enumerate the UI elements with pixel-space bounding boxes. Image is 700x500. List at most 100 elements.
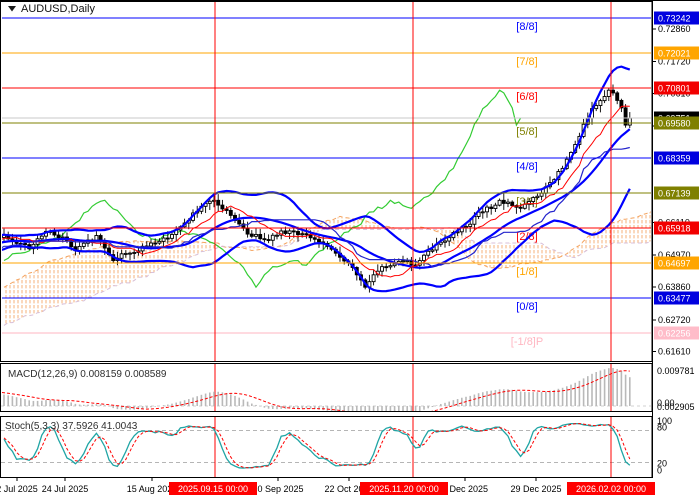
price-badge-label: 0.72021 — [658, 49, 691, 59]
candle-body — [270, 234, 275, 241]
price-badge-label: 0.70801 — [658, 84, 691, 94]
candle-body — [283, 230, 288, 234]
macd-panel-frame — [0, 363, 653, 412]
price-badge-label: 0.67139 — [658, 189, 691, 199]
price-tick-label: 0.63860 — [658, 282, 691, 292]
event-date-badge-label: 2025.11.20 00:00 — [369, 484, 438, 494]
price-badge — [654, 256, 699, 270]
candle-body — [506, 201, 510, 204]
candle-body — [153, 242, 158, 245]
price-badge — [654, 326, 699, 340]
price-badge-label: 0.63477 — [658, 294, 691, 304]
candle-body — [119, 253, 124, 259]
candle-body — [287, 230, 292, 234]
candle-body — [52, 231, 57, 236]
macd-axis-label: 0.009781 — [657, 366, 695, 376]
candle-body — [207, 200, 212, 204]
stoch-axis-label: 20 — [657, 459, 667, 469]
price-badge — [654, 291, 699, 305]
candle-body — [94, 235, 99, 241]
price-badge-label: 0.62256 — [658, 329, 691, 339]
candle-body — [216, 199, 221, 206]
candle-body — [510, 201, 515, 207]
candle-body — [611, 89, 615, 94]
candle-body — [380, 266, 384, 272]
chikou-span-line — [3, 89, 522, 289]
date-tick-label: 22 Oct 2025 — [324, 484, 373, 494]
date-tick-label: 4 Dec 2025 — [442, 484, 488, 494]
event-date-badge[interactable] — [169, 482, 257, 495]
candle-body — [619, 99, 624, 109]
murrey-level-label: [5/8] — [516, 126, 537, 138]
murrey-level-label: [0/8] — [516, 301, 537, 313]
murrey-level-label: [4/8] — [516, 161, 537, 173]
macd-histogram — [3, 368, 631, 411]
price-badge — [654, 151, 699, 165]
candle-body — [149, 242, 153, 247]
candle-body — [237, 220, 242, 225]
senkou-span-b-line — [3, 227, 651, 326]
candle-body — [371, 274, 376, 283]
candle-body — [220, 204, 225, 210]
murrey-level-label: [7/8] — [516, 56, 537, 68]
candle-body — [392, 263, 397, 267]
event-date-badge[interactable] — [360, 482, 448, 495]
candle-body — [262, 238, 267, 241]
candle-body — [317, 238, 321, 243]
senkou-span-a-line — [3, 211, 651, 288]
candle-body — [623, 107, 628, 126]
candle-body — [275, 234, 279, 237]
candle-body — [497, 199, 502, 206]
stoch-axis-label: 80 — [657, 423, 667, 433]
candle-body — [249, 233, 254, 237]
candle-body — [401, 260, 405, 263]
macd-axis-label: 0.002905 — [657, 402, 695, 412]
candle-body — [384, 266, 389, 269]
candle-body — [56, 234, 61, 239]
candle-body — [266, 239, 271, 242]
stoch-axis-label: 0 — [657, 466, 662, 476]
price-badge-label: 0.65918 — [658, 224, 691, 234]
price-badge-label: 0.73242 — [658, 14, 691, 24]
candle-body — [594, 105, 599, 110]
candle-body — [489, 206, 494, 209]
candle-body — [518, 206, 523, 209]
candle-body — [430, 249, 435, 252]
stoch-plot[interactable] — [1, 417, 651, 477]
candle-body — [480, 211, 485, 214]
candle-body — [606, 89, 611, 97]
candle-body — [426, 250, 431, 256]
date-tick-label: 29 Dec 2025 — [510, 484, 561, 494]
stoch-d-line — [3, 423, 631, 469]
event-date-badge[interactable] — [567, 482, 655, 495]
candle-body — [531, 197, 536, 202]
price-badge-label: 0.69580 — [658, 119, 691, 129]
instrument-dropdown-icon[interactable] — [8, 6, 16, 12]
candle-body — [447, 237, 452, 242]
murrey-level-label: [-1/8]P — [511, 336, 543, 348]
price-tick-label: 0.72860 — [658, 24, 691, 34]
tenkan-sen-line — [2, 105, 630, 278]
candle-body — [128, 252, 132, 255]
candle-body — [157, 240, 162, 244]
main-chart-plot[interactable] — [0, 65, 632, 293]
date-tick-label: 2 Jul 2025 — [0, 484, 38, 494]
price-badge — [654, 81, 699, 95]
macd-signal-line — [1, 370, 630, 411]
candle-body — [291, 230, 296, 233]
macd-plot[interactable] — [0, 364, 651, 422]
candle-body — [615, 92, 620, 101]
candle-body — [501, 199, 506, 204]
price-badge — [654, 186, 699, 200]
candle-body — [468, 223, 473, 227]
ichimoku-cloud — [4, 211, 651, 326]
candle-body — [39, 235, 44, 240]
time-axis: 2 Jul 2025 24 Jul 2025 15 Aug 2025 30 Sep 2… — [0, 477, 655, 495]
main-chart-overlay-lines[interactable] — [2, 2, 652, 361]
price-badge-label: 0.68359 — [658, 154, 691, 164]
candle-body — [228, 209, 233, 216]
candle-body — [539, 192, 544, 197]
candle-body — [464, 226, 468, 228]
candle-body — [23, 242, 27, 246]
